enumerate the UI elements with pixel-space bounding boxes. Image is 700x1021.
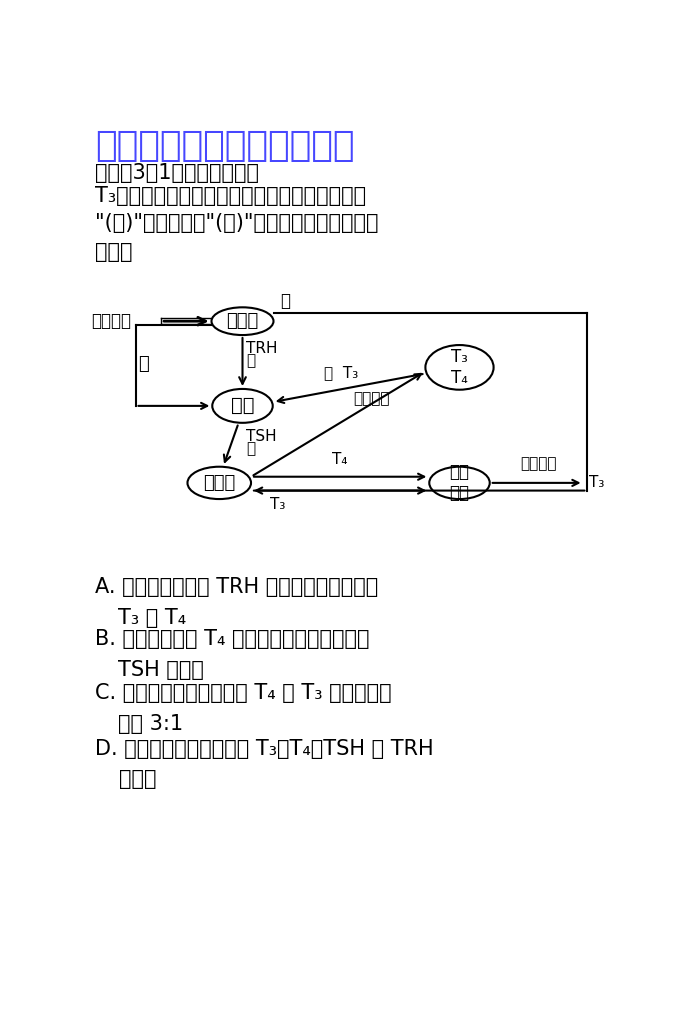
Text: －  T₃: － T₃ (324, 364, 358, 380)
Text: 脱碘作用: 脱碘作用 (520, 456, 556, 472)
Text: 微信公众号关注：趣找答案: 微信公众号关注：趣找答案 (95, 129, 355, 162)
Text: 垂体: 垂体 (231, 396, 254, 416)
Text: －: － (280, 292, 290, 309)
Text: 脱碘作用: 脱碘作用 (354, 391, 390, 406)
Ellipse shape (212, 389, 273, 423)
Text: C. 脱碘作用受阻时人体内 T₄ 与 T₃ 释放量比例: C. 脱碘作用受阻时人体内 T₄ 与 T₃ 释放量比例 (95, 683, 392, 703)
Text: D. 饮食长期缺碘时会影响 T₃、T₄、TSH 和 TRH: D. 饮食长期缺碘时会影响 T₃、T₄、TSH 和 TRH (95, 738, 434, 759)
Text: TSH: TSH (246, 429, 277, 444)
Ellipse shape (211, 307, 274, 335)
Text: "(＋)"表示促进，"(－)"表示抑制。下列叙述正: "(＋)"表示促进，"(－)"表示抑制。下列叙述正 (95, 213, 379, 234)
Text: 确的是: 确的是 (95, 242, 133, 261)
Text: 甲状腺: 甲状腺 (203, 474, 235, 492)
Text: ＋: ＋ (246, 441, 256, 456)
Text: T₃
T₄: T₃ T₄ (451, 348, 468, 387)
Ellipse shape (429, 467, 490, 499)
Text: 的分泌: 的分泌 (118, 769, 156, 789)
Text: 下丘脑: 下丘脑 (226, 312, 258, 330)
Ellipse shape (188, 467, 251, 499)
Text: 寒冷信号: 寒冷信号 (92, 312, 132, 330)
Text: T₃。下图表示人体甲状腺分泌和调节过程，其中: T₃。下图表示人体甲状腺分泌和调节过程，其中 (95, 186, 366, 205)
Text: 比例为3：1，通过脱碘形成: 比例为3：1，通过脱碘形成 (95, 162, 259, 183)
Text: T₄: T₄ (332, 452, 348, 468)
Ellipse shape (426, 345, 493, 390)
Text: 其他
组织: 其他 组织 (449, 464, 470, 502)
Text: TRH: TRH (246, 341, 278, 356)
Text: B. 甲状腺分泌的 T₄ 直接作用于垂体从而抑制: B. 甲状腺分泌的 T₄ 直接作用于垂体从而抑制 (95, 629, 370, 649)
Text: ＋: ＋ (246, 353, 256, 369)
Text: 小于 3:1: 小于 3:1 (118, 714, 183, 734)
Text: T₃: T₃ (589, 476, 604, 490)
Text: TSH 的释放: TSH 的释放 (118, 660, 204, 680)
Text: T₃ 和 T₄: T₃ 和 T₄ (118, 607, 187, 628)
Text: －: － (138, 354, 148, 373)
Text: T₃: T₃ (270, 497, 285, 512)
Text: A. 下丘脑通过释放 TRH 直接调控甲状腺分泌: A. 下丘脑通过释放 TRH 直接调控甲状腺分泌 (95, 577, 379, 597)
